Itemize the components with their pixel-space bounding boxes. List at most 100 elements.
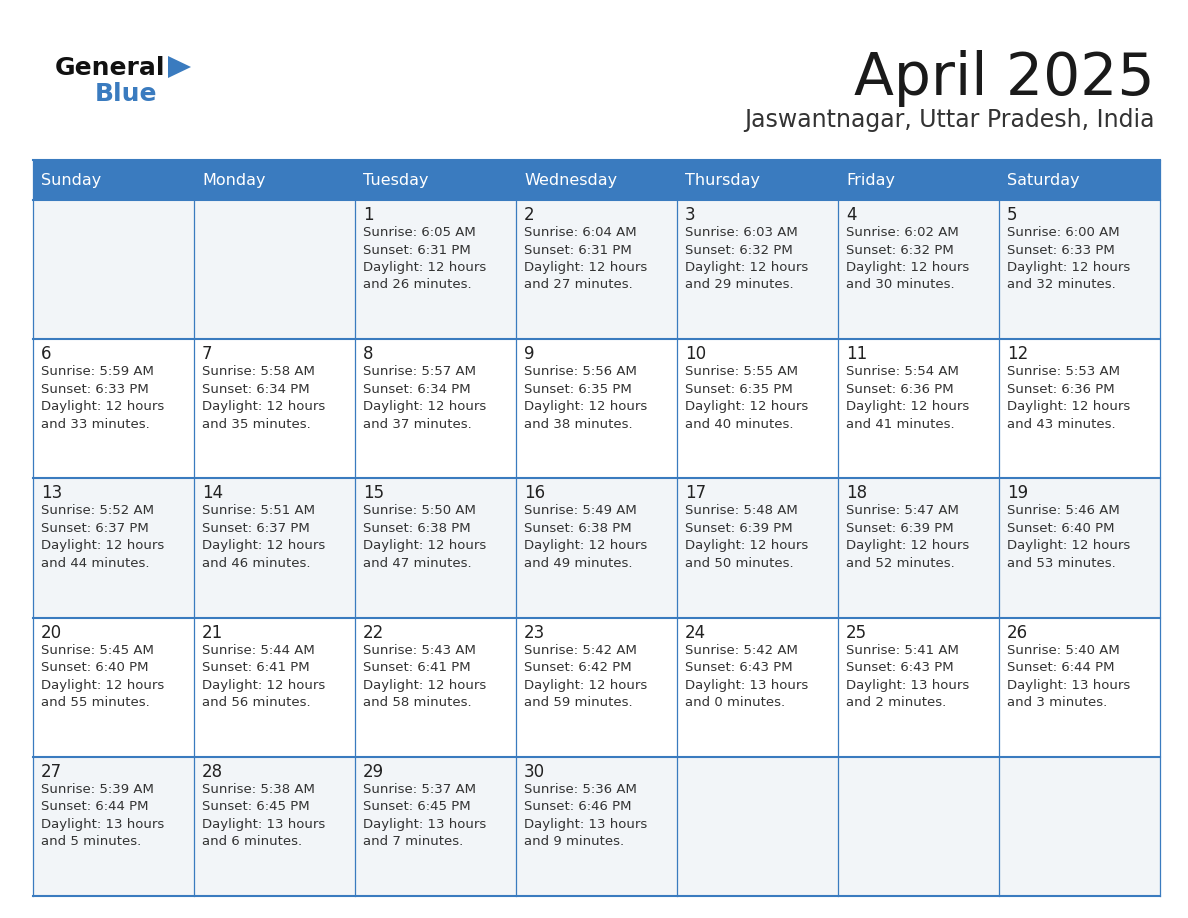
Text: Daylight: 12 hours: Daylight: 12 hours bbox=[202, 540, 326, 553]
Text: Sunset: 6:37 PM: Sunset: 6:37 PM bbox=[42, 522, 148, 535]
Text: and 55 minutes.: and 55 minutes. bbox=[42, 696, 150, 709]
Text: 9: 9 bbox=[524, 345, 535, 364]
Text: Sunset: 6:32 PM: Sunset: 6:32 PM bbox=[846, 243, 954, 256]
Text: Daylight: 13 hours: Daylight: 13 hours bbox=[364, 818, 486, 831]
Text: and 46 minutes.: and 46 minutes. bbox=[202, 557, 310, 570]
Text: Daylight: 12 hours: Daylight: 12 hours bbox=[364, 400, 486, 413]
Text: 10: 10 bbox=[685, 345, 706, 364]
Text: and 52 minutes.: and 52 minutes. bbox=[846, 557, 955, 570]
Text: and 5 minutes.: and 5 minutes. bbox=[42, 835, 141, 848]
Text: April 2025: April 2025 bbox=[854, 50, 1155, 107]
Text: 24: 24 bbox=[685, 623, 706, 642]
Text: Daylight: 13 hours: Daylight: 13 hours bbox=[685, 678, 808, 691]
Text: Sunrise: 6:02 AM: Sunrise: 6:02 AM bbox=[846, 226, 959, 239]
Text: Sunset: 6:31 PM: Sunset: 6:31 PM bbox=[524, 243, 632, 256]
Text: Daylight: 12 hours: Daylight: 12 hours bbox=[364, 678, 486, 691]
Text: Sunset: 6:44 PM: Sunset: 6:44 PM bbox=[42, 800, 148, 813]
Text: Daylight: 12 hours: Daylight: 12 hours bbox=[202, 400, 326, 413]
Text: Sunrise: 5:39 AM: Sunrise: 5:39 AM bbox=[42, 783, 154, 796]
Text: Sunset: 6:42 PM: Sunset: 6:42 PM bbox=[524, 661, 632, 674]
Text: Sunset: 6:34 PM: Sunset: 6:34 PM bbox=[364, 383, 470, 396]
Text: and 50 minutes.: and 50 minutes. bbox=[685, 557, 794, 570]
Text: and 49 minutes.: and 49 minutes. bbox=[524, 557, 632, 570]
Text: Sunset: 6:35 PM: Sunset: 6:35 PM bbox=[685, 383, 792, 396]
Text: and 27 minutes.: and 27 minutes. bbox=[524, 278, 633, 292]
Text: Sunrise: 5:53 AM: Sunrise: 5:53 AM bbox=[1007, 365, 1120, 378]
Text: 4: 4 bbox=[846, 206, 857, 224]
Text: Daylight: 13 hours: Daylight: 13 hours bbox=[524, 818, 647, 831]
Text: 13: 13 bbox=[42, 485, 62, 502]
Text: Sunrise: 5:37 AM: Sunrise: 5:37 AM bbox=[364, 783, 476, 796]
Text: Sunset: 6:37 PM: Sunset: 6:37 PM bbox=[202, 522, 310, 535]
Text: and 58 minutes.: and 58 minutes. bbox=[364, 696, 472, 709]
Text: 2: 2 bbox=[524, 206, 535, 224]
Text: Blue: Blue bbox=[95, 82, 158, 106]
Text: Sunrise: 5:49 AM: Sunrise: 5:49 AM bbox=[524, 504, 637, 518]
Text: Daylight: 13 hours: Daylight: 13 hours bbox=[1007, 678, 1130, 691]
Text: Daylight: 12 hours: Daylight: 12 hours bbox=[524, 540, 647, 553]
Text: and 41 minutes.: and 41 minutes. bbox=[846, 418, 955, 431]
Text: 19: 19 bbox=[1007, 485, 1028, 502]
Text: and 7 minutes.: and 7 minutes. bbox=[364, 835, 463, 848]
Text: Sunrise: 5:43 AM: Sunrise: 5:43 AM bbox=[364, 644, 476, 656]
Text: Sunset: 6:40 PM: Sunset: 6:40 PM bbox=[42, 661, 148, 674]
Text: Daylight: 12 hours: Daylight: 12 hours bbox=[685, 261, 808, 274]
Text: 1: 1 bbox=[364, 206, 373, 224]
Bar bbox=[33, 478, 1159, 618]
Text: Sunset: 6:43 PM: Sunset: 6:43 PM bbox=[846, 661, 954, 674]
Text: Thursday: Thursday bbox=[685, 173, 760, 187]
Text: 17: 17 bbox=[685, 485, 706, 502]
Text: Sunday: Sunday bbox=[42, 173, 101, 187]
Text: 16: 16 bbox=[524, 485, 545, 502]
Text: General: General bbox=[55, 56, 165, 80]
Text: Daylight: 12 hours: Daylight: 12 hours bbox=[524, 400, 647, 413]
Text: and 56 minutes.: and 56 minutes. bbox=[202, 696, 310, 709]
Text: and 59 minutes.: and 59 minutes. bbox=[524, 696, 633, 709]
Text: Sunrise: 5:42 AM: Sunrise: 5:42 AM bbox=[524, 644, 637, 656]
Text: Sunrise: 5:45 AM: Sunrise: 5:45 AM bbox=[42, 644, 154, 656]
Text: Monday: Monday bbox=[202, 173, 265, 187]
Text: 30: 30 bbox=[524, 763, 545, 781]
Text: Daylight: 13 hours: Daylight: 13 hours bbox=[202, 818, 326, 831]
Bar bbox=[33, 339, 1159, 478]
Text: and 26 minutes.: and 26 minutes. bbox=[364, 278, 472, 292]
Text: and 37 minutes.: and 37 minutes. bbox=[364, 418, 472, 431]
Text: 25: 25 bbox=[846, 623, 867, 642]
Text: Sunrise: 5:56 AM: Sunrise: 5:56 AM bbox=[524, 365, 637, 378]
Text: 20: 20 bbox=[42, 623, 62, 642]
Text: 28: 28 bbox=[202, 763, 223, 781]
Text: Daylight: 12 hours: Daylight: 12 hours bbox=[1007, 540, 1130, 553]
Text: Wednesday: Wednesday bbox=[524, 173, 617, 187]
Text: and 40 minutes.: and 40 minutes. bbox=[685, 418, 794, 431]
Text: Sunset: 6:36 PM: Sunset: 6:36 PM bbox=[846, 383, 954, 396]
Text: Sunrise: 5:54 AM: Sunrise: 5:54 AM bbox=[846, 365, 959, 378]
Bar bbox=[33, 756, 1159, 896]
Text: Sunrise: 5:57 AM: Sunrise: 5:57 AM bbox=[364, 365, 476, 378]
Text: and 3 minutes.: and 3 minutes. bbox=[1007, 696, 1107, 709]
Text: and 47 minutes.: and 47 minutes. bbox=[364, 557, 472, 570]
Text: Sunrise: 5:40 AM: Sunrise: 5:40 AM bbox=[1007, 644, 1120, 656]
Text: and 44 minutes.: and 44 minutes. bbox=[42, 557, 150, 570]
Text: Saturday: Saturday bbox=[1007, 173, 1080, 187]
Text: 12: 12 bbox=[1007, 345, 1029, 364]
Text: and 35 minutes.: and 35 minutes. bbox=[202, 418, 311, 431]
Text: Friday: Friday bbox=[846, 173, 895, 187]
Text: Daylight: 12 hours: Daylight: 12 hours bbox=[364, 261, 486, 274]
Text: Sunrise: 5:48 AM: Sunrise: 5:48 AM bbox=[685, 504, 798, 518]
Text: Daylight: 12 hours: Daylight: 12 hours bbox=[846, 261, 969, 274]
Text: 21: 21 bbox=[202, 623, 223, 642]
Text: Daylight: 13 hours: Daylight: 13 hours bbox=[846, 678, 969, 691]
Text: Sunrise: 5:38 AM: Sunrise: 5:38 AM bbox=[202, 783, 315, 796]
Text: Sunset: 6:33 PM: Sunset: 6:33 PM bbox=[1007, 243, 1114, 256]
Text: and 43 minutes.: and 43 minutes. bbox=[1007, 418, 1116, 431]
Text: Sunset: 6:39 PM: Sunset: 6:39 PM bbox=[685, 522, 792, 535]
Text: Daylight: 12 hours: Daylight: 12 hours bbox=[524, 678, 647, 691]
Text: 6: 6 bbox=[42, 345, 51, 364]
Text: Sunset: 6:41 PM: Sunset: 6:41 PM bbox=[202, 661, 310, 674]
Text: Sunset: 6:38 PM: Sunset: 6:38 PM bbox=[364, 522, 470, 535]
Bar bbox=[33, 160, 1159, 200]
Text: Daylight: 12 hours: Daylight: 12 hours bbox=[846, 540, 969, 553]
Text: Sunset: 6:44 PM: Sunset: 6:44 PM bbox=[1007, 661, 1114, 674]
Text: Daylight: 13 hours: Daylight: 13 hours bbox=[42, 818, 164, 831]
Text: Sunset: 6:43 PM: Sunset: 6:43 PM bbox=[685, 661, 792, 674]
